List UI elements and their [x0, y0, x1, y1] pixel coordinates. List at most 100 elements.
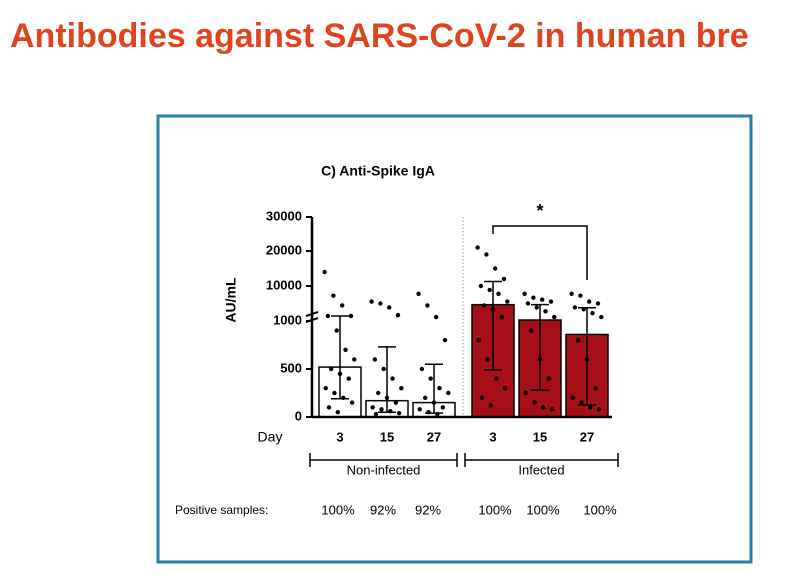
data-point — [332, 390, 337, 396]
data-point — [501, 276, 507, 282]
data-point — [595, 301, 601, 306]
data-point — [372, 357, 378, 362]
data-point — [349, 400, 355, 405]
frame — [156, 114, 753, 564]
data-point — [329, 366, 334, 372]
data-point — [570, 395, 575, 400]
data-point — [569, 291, 574, 296]
x-tick-label: 3 — [489, 429, 496, 444]
data-point — [378, 301, 383, 306]
data-point — [396, 410, 402, 416]
y-tick-label: 0 — [295, 408, 302, 423]
data-point — [379, 407, 384, 412]
data-point — [525, 301, 531, 306]
data-point — [476, 338, 481, 343]
data-point — [343, 347, 348, 352]
data-point — [540, 297, 545, 302]
data-point — [484, 252, 489, 257]
positive-sample-value: 92% — [415, 502, 441, 517]
data-point — [346, 376, 351, 381]
data-point — [587, 299, 592, 304]
x-tick-label: 15 — [380, 429, 394, 444]
data-point — [419, 366, 425, 372]
data-point — [599, 314, 604, 320]
data-point — [576, 338, 581, 343]
data-point — [522, 291, 527, 296]
data-point — [593, 386, 598, 391]
data-point — [381, 366, 386, 372]
significance-bracket — [492, 225, 588, 280]
axis-break — [305, 311, 319, 317]
data-point — [395, 312, 401, 318]
data-point — [505, 299, 510, 304]
data-point — [399, 386, 404, 391]
data-point — [552, 314, 557, 320]
data-point — [335, 410, 340, 415]
data-point — [428, 376, 433, 381]
x-tick-label: 27 — [427, 429, 441, 444]
y-tick-label: 500 — [280, 360, 302, 375]
slide-title: Antibodies against SARS-CoV-2 in human b… — [10, 17, 749, 55]
data-point — [370, 405, 375, 410]
positive-sample-value: 100% — [478, 502, 512, 517]
data-point — [417, 407, 422, 412]
data-point — [549, 407, 555, 412]
data-point — [531, 295, 536, 300]
y-tick-label: 10000 — [266, 277, 302, 292]
data-point — [543, 309, 548, 314]
data-point — [546, 376, 551, 381]
x-tick-label: 3 — [336, 429, 343, 444]
data-point — [578, 293, 583, 298]
positive-sample-value: 100% — [526, 502, 560, 517]
data-point — [488, 403, 493, 408]
data-point — [475, 245, 480, 250]
data-point — [588, 405, 593, 410]
data-point — [496, 291, 501, 296]
data-point — [487, 287, 492, 293]
data-point — [479, 395, 485, 400]
x-tick-label: 15 — [533, 429, 547, 444]
data-point — [322, 269, 327, 275]
data-point — [541, 405, 546, 410]
y-tick-label: 30000 — [266, 208, 302, 223]
data-point — [423, 395, 428, 400]
data-point — [499, 314, 504, 320]
data-point — [485, 357, 490, 362]
y-tick-label: 1000 — [273, 312, 302, 327]
data-point — [323, 386, 328, 391]
data-point — [579, 400, 584, 405]
data-point — [572, 305, 578, 310]
data-point — [502, 386, 508, 391]
positive-samples-label: Positive samples: — [175, 503, 268, 517]
data-point — [493, 266, 498, 271]
data-point — [393, 400, 398, 405]
data-point — [416, 291, 421, 296]
positive-sample-value: 100% — [321, 502, 355, 517]
data-point — [478, 283, 484, 289]
data-point — [442, 338, 448, 343]
data-point — [376, 390, 381, 396]
data-point — [348, 313, 354, 319]
data-point — [548, 299, 554, 304]
data-point — [331, 293, 336, 298]
data-point — [425, 303, 430, 308]
data-point — [446, 390, 451, 396]
positive-sample-value: 92% — [370, 502, 396, 517]
data-point — [440, 405, 445, 410]
data-point — [352, 357, 357, 362]
data-point — [596, 407, 602, 412]
data-point — [434, 314, 439, 320]
data-point — [373, 411, 379, 417]
chart-title: C) Anti-Spike IgA — [321, 163, 435, 179]
data-point — [334, 328, 339, 333]
significance-label: * — [536, 201, 543, 221]
y-tick-label: 20000 — [266, 242, 302, 257]
data-point — [534, 305, 539, 310]
y-axis-label: AU/mL — [223, 277, 239, 323]
data-point — [523, 390, 528, 396]
data-point — [532, 400, 537, 405]
data-point — [390, 376, 395, 381]
data-point — [325, 313, 331, 319]
x-axis-label: Day — [258, 429, 283, 445]
